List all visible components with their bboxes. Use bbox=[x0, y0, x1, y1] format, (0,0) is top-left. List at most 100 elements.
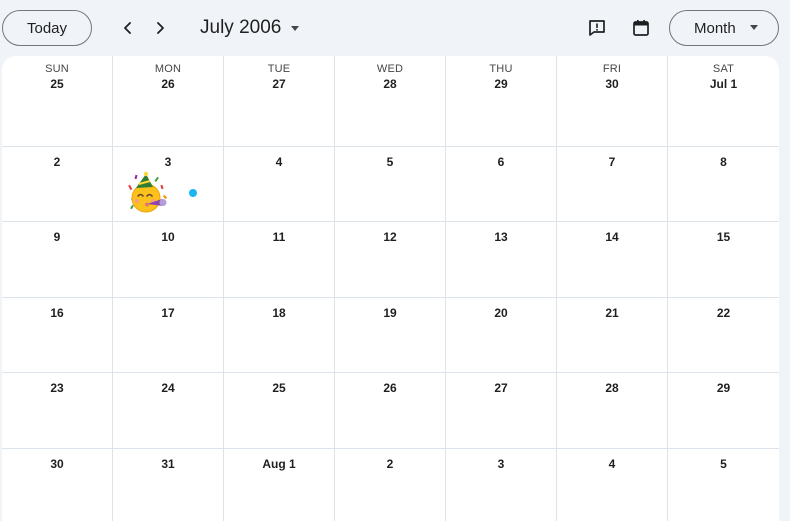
day-number[interactable]: 5 bbox=[386, 155, 394, 169]
day-number[interactable]: 5 bbox=[720, 457, 727, 471]
day-number[interactable]: 23 bbox=[50, 381, 64, 395]
day-number[interactable]: 14 bbox=[605, 230, 619, 244]
day-cell[interactable]: 6 bbox=[446, 147, 557, 222]
day-number[interactable]: 22 bbox=[716, 306, 731, 320]
chevron-right-icon bbox=[157, 22, 164, 34]
day-cell[interactable]: 20 bbox=[446, 298, 557, 373]
day-number[interactable]: 10 bbox=[161, 230, 175, 244]
feedback-icon bbox=[589, 20, 605, 36]
day-cell[interactable]: WED 28 bbox=[335, 56, 446, 147]
day-cell[interactable]: 16 bbox=[2, 298, 113, 373]
day-number[interactable]: 25 bbox=[272, 381, 286, 395]
day-number[interactable]: 25 bbox=[50, 77, 64, 91]
day-number[interactable]: 30 bbox=[605, 77, 619, 91]
day-number[interactable]: 9 bbox=[53, 230, 61, 244]
calendar-view-button[interactable] bbox=[627, 14, 655, 42]
day-number[interactable]: 20 bbox=[494, 306, 508, 320]
day-cell[interactable]: 2 bbox=[335, 449, 446, 521]
month-picker[interactable]: July 2006 bbox=[200, 16, 300, 40]
day-cell[interactable]: SUN 25 bbox=[2, 56, 113, 147]
next-month-button[interactable] bbox=[146, 14, 174, 42]
weekday-label: SAT bbox=[712, 63, 735, 75]
day-cell[interactable]: 18 bbox=[224, 298, 335, 373]
day-number[interactable]: 27 bbox=[272, 77, 286, 91]
day-number[interactable]: 28 bbox=[383, 77, 397, 91]
day-number[interactable]: 13 bbox=[494, 230, 508, 244]
day-number[interactable]: 2 bbox=[386, 457, 394, 471]
day-number[interactable]: 15 bbox=[716, 230, 731, 244]
dropdown-caret-icon bbox=[750, 25, 758, 30]
day-number[interactable]: 19 bbox=[383, 306, 397, 320]
day-number[interactable]: 29 bbox=[716, 381, 731, 395]
day-number[interactable]: 30 bbox=[50, 457, 64, 471]
day-cell[interactable]: MON 26 bbox=[113, 56, 224, 147]
view-selector-button[interactable]: Month bbox=[669, 10, 779, 46]
day-cell[interactable]: 7 bbox=[557, 147, 668, 222]
day-number[interactable]: 2 bbox=[53, 155, 61, 169]
day-number[interactable]: Aug 1 bbox=[262, 457, 296, 471]
day-cell[interactable]: THU 29 bbox=[446, 56, 557, 147]
day-cell[interactable]: 31 bbox=[113, 449, 224, 521]
feedback-button[interactable] bbox=[583, 14, 611, 42]
day-number[interactable]: 17 bbox=[161, 306, 175, 320]
day-number[interactable]: 27 bbox=[494, 381, 508, 395]
day-cell[interactable]: TUE 27 bbox=[224, 56, 335, 147]
day-cell[interactable]: 26 bbox=[335, 373, 446, 449]
day-number[interactable]: 6 bbox=[497, 155, 505, 169]
day-cell[interactable]: 29 bbox=[668, 373, 779, 449]
day-number[interactable]: 3 bbox=[164, 155, 172, 169]
event-indicator-dot[interactable] bbox=[189, 189, 197, 197]
day-number[interactable]: 26 bbox=[383, 381, 397, 395]
day-cell[interactable]: Aug 1 bbox=[224, 449, 335, 521]
day-cell[interactable]: 5 bbox=[668, 449, 779, 521]
day-cell[interactable]: 24 bbox=[113, 373, 224, 449]
day-number[interactable]: 26 bbox=[161, 77, 175, 91]
calendar-toolbar: Today July 2006 Month bbox=[0, 0, 790, 56]
day-number[interactable]: 4 bbox=[608, 457, 616, 471]
day-cell-highlighted[interactable]: 3 bbox=[113, 147, 224, 222]
day-number[interactable]: 21 bbox=[605, 306, 619, 320]
day-number[interactable]: 18 bbox=[272, 306, 286, 320]
day-cell[interactable]: 4 bbox=[224, 147, 335, 222]
day-cell[interactable]: FRI 30 bbox=[557, 56, 668, 147]
day-cell[interactable]: 5 bbox=[335, 147, 446, 222]
day-cell[interactable]: 14 bbox=[557, 222, 668, 298]
day-cell[interactable]: 11 bbox=[224, 222, 335, 298]
day-cell[interactable]: SAT Jul 1 bbox=[668, 56, 779, 147]
weekday-label: SUN bbox=[45, 63, 69, 75]
day-number[interactable]: 29 bbox=[494, 77, 508, 91]
day-cell[interactable]: 4 bbox=[557, 449, 668, 521]
day-number[interactable]: 8 bbox=[720, 155, 727, 169]
day-cell[interactable]: 28 bbox=[557, 373, 668, 449]
day-cell[interactable]: 27 bbox=[446, 373, 557, 449]
day-cell[interactable]: 19 bbox=[335, 298, 446, 373]
day-cell[interactable]: 25 bbox=[224, 373, 335, 449]
day-cell[interactable]: 15 bbox=[668, 222, 779, 298]
day-cell[interactable]: 17 bbox=[113, 298, 224, 373]
day-number[interactable]: 16 bbox=[50, 306, 64, 320]
day-cell[interactable]: 8 bbox=[668, 147, 779, 222]
day-cell[interactable]: 10 bbox=[113, 222, 224, 298]
day-cell[interactable]: 3 bbox=[446, 449, 557, 521]
day-number[interactable]: 3 bbox=[497, 457, 505, 471]
day-number[interactable]: 31 bbox=[161, 457, 175, 471]
day-cell[interactable]: 22 bbox=[668, 298, 779, 373]
day-cell[interactable]: 2 bbox=[2, 147, 113, 222]
day-cell[interactable]: 13 bbox=[446, 222, 557, 298]
day-cell[interactable]: 21 bbox=[557, 298, 668, 373]
weekday-label: FRI bbox=[602, 63, 622, 75]
day-number[interactable]: 28 bbox=[605, 381, 619, 395]
day-cell[interactable]: 12 bbox=[335, 222, 446, 298]
day-cell[interactable]: 9 bbox=[2, 222, 113, 298]
day-number[interactable]: 12 bbox=[383, 230, 397, 244]
day-number[interactable]: 4 bbox=[275, 155, 283, 169]
day-cell[interactable]: 30 bbox=[2, 449, 113, 521]
day-number[interactable]: 7 bbox=[608, 155, 616, 169]
previous-month-button[interactable] bbox=[114, 14, 142, 42]
day-cell[interactable]: 23 bbox=[2, 373, 113, 449]
today-button[interactable]: Today bbox=[2, 10, 92, 46]
day-number[interactable]: 24 bbox=[161, 381, 175, 395]
day-number[interactable]: Jul 1 bbox=[709, 77, 738, 91]
calendar-icon bbox=[633, 20, 649, 36]
day-number[interactable]: 11 bbox=[272, 230, 286, 244]
